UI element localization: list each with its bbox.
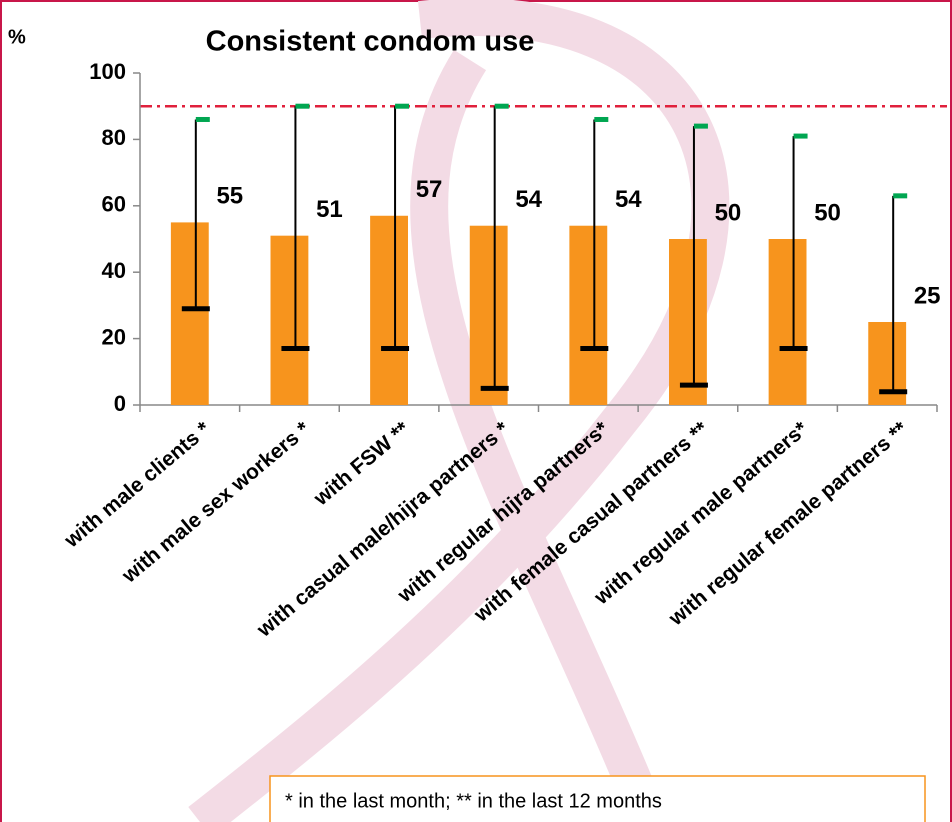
bar — [270, 235, 309, 405]
ribbon-decoration — [188, 0, 730, 822]
bar — [768, 239, 807, 405]
value-label: 54 — [515, 186, 542, 213]
value-label: 25 — [914, 282, 941, 309]
bar — [469, 225, 508, 405]
y-tick-label: 60 — [102, 192, 126, 217]
bar — [669, 239, 707, 405]
value-label: 55 — [216, 183, 243, 210]
chart-title: Consistent condom use — [206, 26, 535, 58]
note-box — [269, 775, 926, 822]
bar — [569, 225, 608, 405]
value-label: 51 — [316, 196, 343, 223]
bar — [170, 222, 209, 405]
y-tick-label: 100 — [89, 59, 126, 84]
value-label: 50 — [715, 199, 742, 226]
y-tick-label: 40 — [102, 258, 126, 283]
note: * in the last month; ** in the last 12 m… — [285, 790, 662, 812]
y-tick-label: 0 — [114, 391, 126, 416]
bar — [370, 215, 408, 405]
y-tick-label: 80 — [102, 125, 126, 150]
value-label: 50 — [814, 199, 841, 226]
y-axis-label: % — [8, 26, 26, 48]
y-tick-label: 20 — [102, 324, 126, 349]
value-label: 54 — [615, 186, 642, 213]
value-label: 57 — [416, 176, 443, 203]
